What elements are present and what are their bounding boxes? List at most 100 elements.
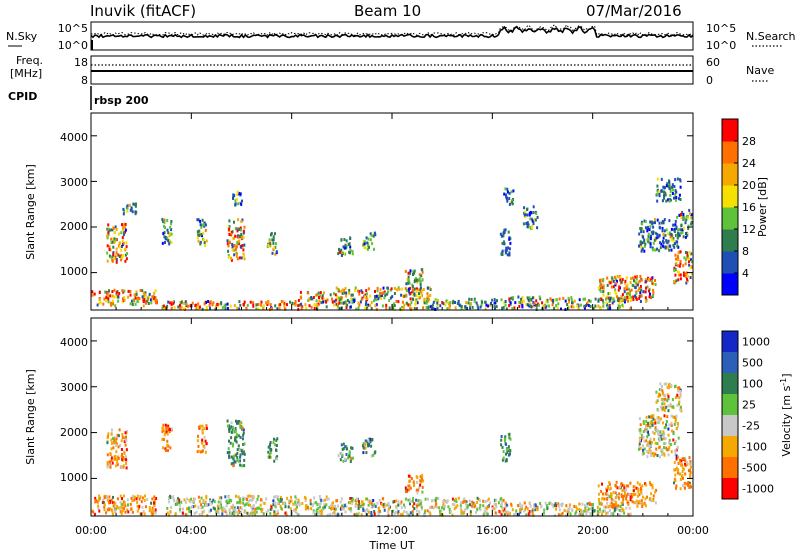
power-cell bbox=[656, 177, 659, 181]
velocity-cell bbox=[236, 501, 239, 505]
velocity-cell bbox=[418, 499, 421, 503]
velocity-cell bbox=[434, 504, 437, 508]
velocity-cell bbox=[332, 511, 334, 515]
power-cell bbox=[685, 281, 688, 285]
velocity-cell bbox=[674, 473, 677, 477]
velocity-cell bbox=[240, 464, 243, 468]
power-cell bbox=[286, 303, 288, 307]
power-cell bbox=[621, 278, 624, 282]
velocity-cell bbox=[476, 508, 479, 512]
velocity-cell bbox=[137, 506, 140, 510]
velocity-cell bbox=[679, 458, 681, 462]
velocity-cell bbox=[236, 506, 239, 510]
velocity-cell bbox=[172, 497, 175, 501]
velocity-cell bbox=[343, 504, 346, 508]
power-cell bbox=[549, 297, 552, 301]
velocity-cell bbox=[165, 449, 167, 452]
power-cell bbox=[416, 278, 419, 282]
power-cell bbox=[602, 284, 605, 288]
velocity-cell bbox=[297, 513, 300, 517]
power-cell bbox=[670, 233, 673, 236]
power-cell bbox=[115, 295, 118, 298]
velocity-cell bbox=[306, 506, 309, 510]
velocity-cell bbox=[365, 451, 368, 455]
velocity-cell bbox=[108, 460, 111, 464]
velocity-cell bbox=[666, 393, 669, 397]
velocity-cell bbox=[362, 451, 365, 455]
power-cell bbox=[678, 193, 681, 197]
power-cell bbox=[405, 288, 408, 292]
power-cell bbox=[536, 215, 539, 219]
power-cell bbox=[625, 285, 628, 289]
velocity-cell bbox=[652, 417, 655, 421]
freq-tick-bottom: 8 bbox=[81, 74, 88, 87]
velocity-cell bbox=[474, 504, 477, 508]
velocity-cell bbox=[168, 513, 171, 517]
velocity-cell bbox=[649, 449, 652, 453]
velocity-cell bbox=[415, 509, 418, 513]
power-cell bbox=[413, 292, 416, 296]
velocity-cell bbox=[319, 512, 322, 515]
power-cell bbox=[647, 237, 650, 241]
power-colorbar-swatch bbox=[722, 273, 738, 296]
power-cell bbox=[106, 295, 109, 299]
velocity-cell bbox=[148, 506, 151, 510]
power-cell bbox=[161, 241, 164, 245]
power-cell bbox=[307, 291, 310, 295]
velocity-cell bbox=[645, 429, 648, 433]
velocity-cell bbox=[378, 499, 381, 502]
power-cell bbox=[335, 286, 338, 290]
power-cell bbox=[236, 257, 239, 261]
velocity-cell bbox=[617, 496, 620, 500]
velocity-cell bbox=[350, 446, 353, 450]
velocity-cell bbox=[108, 508, 110, 512]
velocity-cell bbox=[326, 513, 329, 517]
velocity-cell bbox=[374, 450, 377, 454]
power-cell bbox=[678, 273, 681, 277]
velocity-cell bbox=[432, 506, 435, 510]
velocity-cell bbox=[297, 498, 300, 502]
power-cell bbox=[635, 296, 638, 300]
power-cell bbox=[654, 221, 656, 225]
power-cell bbox=[234, 247, 237, 251]
power-cell bbox=[226, 239, 229, 243]
power-cell bbox=[337, 252, 340, 256]
power-cell bbox=[681, 231, 684, 234]
power-cell bbox=[185, 302, 188, 306]
power-cell bbox=[535, 211, 538, 215]
power-cell bbox=[535, 304, 538, 308]
velocity-cell bbox=[136, 509, 139, 513]
power-cell bbox=[122, 207, 125, 211]
power-cell bbox=[509, 201, 512, 204]
velocity-cell bbox=[164, 423, 167, 427]
velocity-cell bbox=[593, 509, 596, 513]
velocity-cell bbox=[608, 504, 611, 508]
velocity-cell bbox=[105, 511, 108, 515]
power-cell bbox=[191, 301, 194, 305]
velocity-cell bbox=[317, 511, 320, 515]
velocity-cell bbox=[413, 502, 416, 506]
velocity-cell bbox=[493, 507, 496, 511]
x-tick-0400: 04:00 bbox=[175, 524, 207, 537]
velocity-cell bbox=[641, 444, 644, 448]
velocity-cell bbox=[533, 503, 536, 507]
velocity-cell bbox=[654, 428, 657, 431]
velocity-cell bbox=[170, 427, 173, 431]
velocity-cell bbox=[642, 495, 644, 499]
power-cell bbox=[138, 297, 141, 300]
velocity-cell bbox=[236, 452, 239, 455]
velocity-cell bbox=[462, 500, 465, 504]
power-cell bbox=[677, 232, 680, 236]
power-cell bbox=[680, 223, 683, 227]
power-cell bbox=[148, 292, 151, 296]
velocity-cell bbox=[658, 439, 661, 443]
velocity-cell bbox=[228, 498, 231, 502]
power-cell bbox=[524, 213, 527, 217]
velocity-cell bbox=[533, 506, 536, 509]
velocity-cell bbox=[581, 513, 584, 517]
power-cell bbox=[317, 291, 320, 295]
velocity-cell bbox=[235, 440, 238, 444]
velocity-cell bbox=[443, 504, 446, 508]
power-cell bbox=[415, 287, 418, 291]
power-cell bbox=[606, 283, 609, 287]
